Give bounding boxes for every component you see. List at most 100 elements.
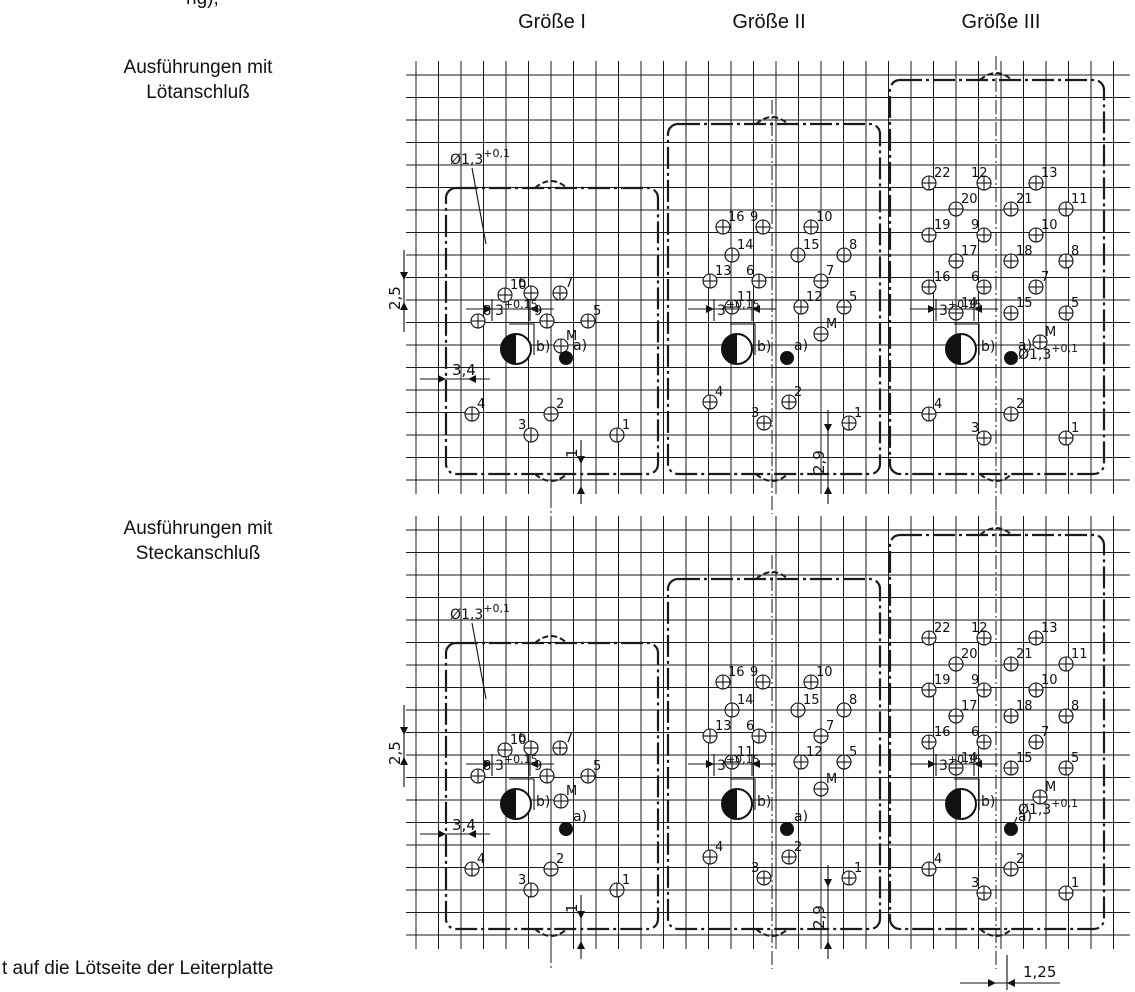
pin-hole: 11 xyxy=(724,290,754,315)
pin-label: 16 xyxy=(728,210,745,225)
pin-label: 16 xyxy=(934,725,951,740)
keying-leader xyxy=(730,323,756,355)
edge-offset-arrow xyxy=(468,830,476,838)
pin-label: 4 xyxy=(477,852,485,867)
keying-note: b) xyxy=(536,794,550,810)
marker-dot xyxy=(559,351,573,365)
pin-hole: 1 xyxy=(841,861,862,886)
pin-hole: 20 xyxy=(948,647,978,672)
pin-hole: 19 xyxy=(921,218,951,243)
pin-label: 13 xyxy=(1041,166,1058,181)
pin-offset-arrow xyxy=(824,941,832,949)
grid-spacing-arrow xyxy=(400,302,408,310)
pin-hole: 14 xyxy=(724,693,754,718)
pin-hole: 6 xyxy=(746,719,767,744)
pin-hole: 13 xyxy=(1028,166,1058,191)
keying-leader xyxy=(954,778,980,810)
housing-outline xyxy=(888,78,1106,476)
pin-hole: 15 xyxy=(790,238,820,263)
pin-hole: M xyxy=(553,784,577,809)
pin-hole: 5 xyxy=(1058,751,1079,776)
hole-diameter-leader xyxy=(1013,352,1018,363)
pin-hole: 12 xyxy=(793,745,823,770)
pin-label: 14 xyxy=(737,238,754,253)
pin-label: 1 xyxy=(854,861,862,876)
top-notch xyxy=(534,180,568,189)
pin-label: 4 xyxy=(715,840,723,855)
pitch-arrow xyxy=(530,760,538,768)
pin-hole: 8 xyxy=(470,759,491,784)
pin-label: 5 xyxy=(849,290,857,305)
pin-hole: 22 xyxy=(921,621,951,646)
pin-label: 18 xyxy=(1016,244,1033,259)
axis-offset-arrow xyxy=(988,979,996,987)
pin-hole: 7 xyxy=(552,276,573,301)
keying-half-fill xyxy=(722,789,737,819)
pin-label: 2 xyxy=(794,840,802,855)
pin-hole: 3 xyxy=(971,876,992,901)
column-title-size-3: Größe III xyxy=(962,11,1041,33)
pin-label: 8 xyxy=(1071,699,1079,714)
pin-hole: 18 xyxy=(1003,244,1033,269)
pin-label: 1 xyxy=(1071,421,1079,436)
marker-note: a) xyxy=(1018,338,1032,354)
keying-note: b) xyxy=(757,794,771,810)
pin-label: 20 xyxy=(961,192,978,207)
bottom-notch xyxy=(534,473,568,482)
pin-label: 18 xyxy=(1016,699,1033,714)
pin-hole: 4 xyxy=(702,385,723,410)
keying-leader xyxy=(954,323,980,355)
pin-hole: 11 xyxy=(724,745,754,770)
top-notch xyxy=(979,72,1013,81)
pin-hole: 4 xyxy=(464,397,485,422)
pin-label: 11 xyxy=(737,290,754,305)
pin-label: 5 xyxy=(849,745,857,760)
pin-hole: 1 xyxy=(609,873,630,898)
pin-hole: 2 xyxy=(1003,397,1024,422)
pin-hole: 15 xyxy=(790,693,820,718)
keying-half-fill xyxy=(501,334,516,364)
pitch-arrow xyxy=(928,305,936,313)
top-notch xyxy=(755,571,789,580)
pin-hole: 14 xyxy=(724,238,754,263)
pin-label: 9 xyxy=(750,210,758,225)
pin-hole: 10 xyxy=(497,278,527,303)
pitch-arrow xyxy=(530,305,538,313)
pin-label: 2 xyxy=(1016,852,1024,867)
pin-hole: 10 xyxy=(1028,218,1058,243)
pin-hole: M xyxy=(813,772,837,797)
pin-hole: 1 xyxy=(1058,421,1079,446)
pin-label: 10 xyxy=(1041,673,1058,688)
pin-hole: 8 xyxy=(1058,244,1079,269)
pin-hole: 18 xyxy=(1003,699,1033,724)
pin-hole: M xyxy=(1032,780,1056,805)
pin-label: M xyxy=(566,329,577,344)
pin-hole: 2 xyxy=(1003,852,1024,877)
pin-hole: 3 xyxy=(971,421,992,446)
bottom-left-dimensions: 2,5 3,4 1 2,9 xyxy=(386,705,832,959)
edge-offset-arrow xyxy=(468,375,476,383)
pin-label: M xyxy=(566,784,577,799)
pin-label: 21 xyxy=(1016,192,1033,207)
pin-label: 6 xyxy=(518,276,526,291)
pin-hole: 9 xyxy=(750,665,771,690)
pin-label: 1 xyxy=(622,418,630,433)
pin-hole: 10 xyxy=(497,733,527,758)
hole-diameter-leader xyxy=(471,622,487,700)
grid-spacing-label: 2,5 xyxy=(386,741,404,765)
hole-diameter-leader xyxy=(1013,816,1018,825)
pin-offset-label: 2,9 xyxy=(810,450,828,474)
pin-hole: 8 xyxy=(1058,699,1079,724)
pitch-dimension: 3+0,15 xyxy=(717,298,760,319)
housing-outline xyxy=(666,122,882,476)
pin-hole: M xyxy=(813,317,837,342)
pin-hole: 6 xyxy=(971,270,992,295)
header-fragment: ng), xyxy=(186,0,219,10)
pin-hole: 15 xyxy=(1003,296,1033,321)
notch-depth-arrow xyxy=(577,941,585,949)
pin-label: 21 xyxy=(1016,647,1033,662)
pin-hole: 17 xyxy=(948,244,978,269)
hole-diameter-note: Ø1,3+0,1 xyxy=(1018,342,1078,363)
